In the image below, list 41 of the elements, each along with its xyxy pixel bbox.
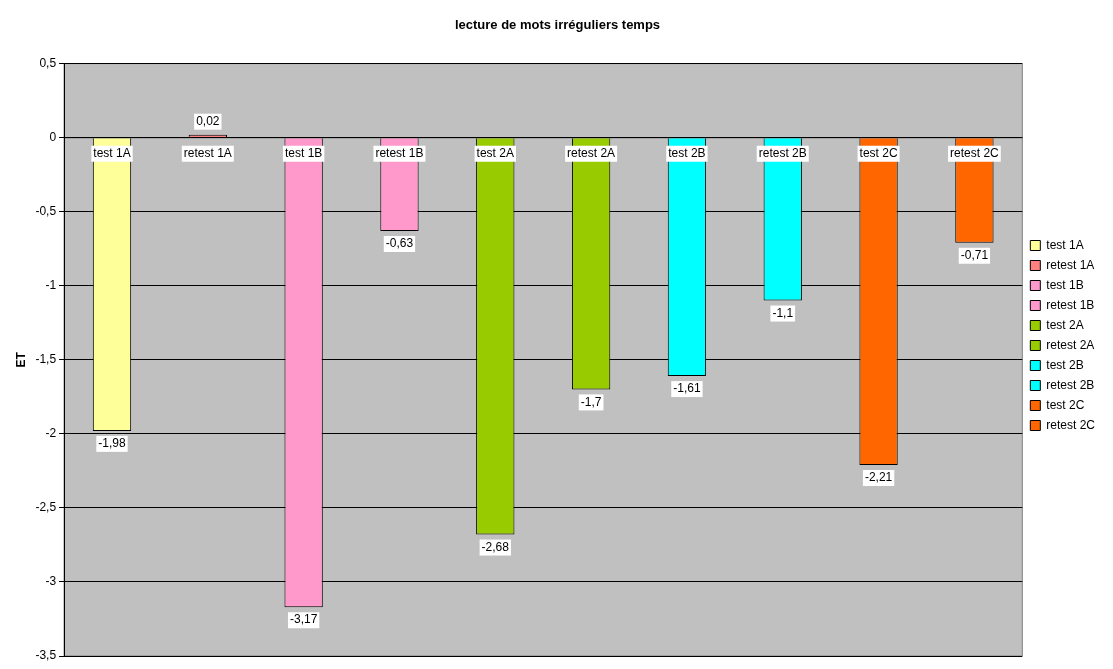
x-tick-label: test 2B [668,145,706,160]
y-tick-label: -3 [45,574,57,589]
x-tick-label: retest 1B [375,145,424,160]
y-tick-label: -3,5 [35,648,57,663]
data-label: -0,63 [385,236,414,251]
x-tick-label: retest 1A [183,145,232,160]
y-tick-label: 0 [49,129,57,144]
y-axis-title: ET [13,351,28,368]
data-label: -3,17 [289,612,318,627]
x-tick-label: test 2A [476,145,514,160]
y-tick-label: -0,5 [35,204,57,219]
legend-label: test 1A [1046,237,1084,252]
data-label: -1,61 [673,381,701,396]
data-label: 0,02 [196,114,220,128]
x-tick-label: test 1A [93,145,131,160]
data-label: -1,7 [580,394,602,409]
legend-label: retest 2B [1046,377,1095,392]
legend-label: test 1B [1046,277,1084,292]
y-tick-label: -1,5 [35,352,57,367]
data-label: -1,1 [772,305,794,320]
legend-label: retest 2A [1046,337,1095,352]
x-tick-label: test 1B [284,145,323,160]
legend-label: retest 1B [1046,297,1095,312]
y-tick-label: -1 [45,278,57,293]
legend-label: retest 1A [1046,257,1095,272]
data-label: -1,98 [98,436,126,451]
y-tick-label: -2 [45,426,57,441]
data-label: -2,68 [481,539,510,554]
y-tick-label: -2,5 [35,500,57,515]
x-tick-label: retest 2A [567,145,616,160]
legend-label: test 2B [1046,357,1084,372]
legend-label: test 2A [1046,317,1084,332]
x-tick-label: retest 2B [758,145,807,160]
legend-label: test 2C [1046,397,1085,412]
data-label: -0,71 [960,248,989,263]
x-tick-label: retest 2C [950,145,1000,160]
chart-title: lecture de mots irréguliers temps [454,17,661,33]
data-label: -2,21 [864,470,893,485]
y-tick-label: 0,5 [39,55,57,70]
x-tick-label: test 2C [859,145,898,160]
legend-label: retest 2C [1046,417,1096,432]
